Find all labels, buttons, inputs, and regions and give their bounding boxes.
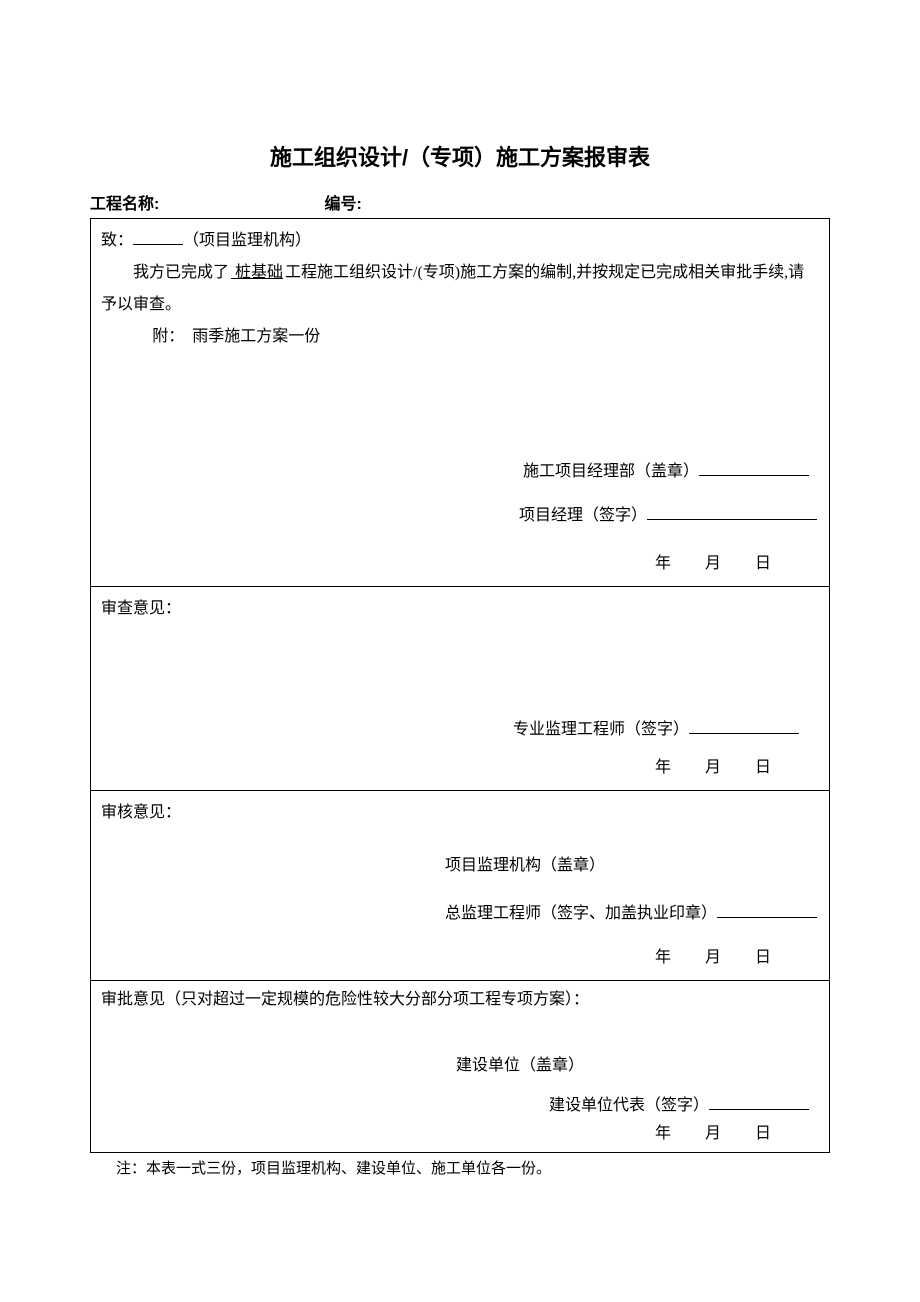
section-review: 审查意见： 专业监理工程师（签字） 年 月 日 <box>91 587 830 791</box>
dept-stamp-blank[interactable] <box>699 475 809 476</box>
supervision-org-line: 项目监理机构（盖章） <box>91 850 829 882</box>
date-month: 月 <box>705 555 723 572</box>
review-heading: 审查意见： <box>101 593 819 625</box>
header-row: 工程名称: 编号: <box>90 190 830 214</box>
body-underlined: 桩基础 <box>229 264 285 281</box>
date-day: 日 <box>755 555 773 572</box>
manager-sign-label: 项目经理（签字） <box>519 507 647 524</box>
date-year: 年 <box>655 555 673 572</box>
audit-heading: 审核意见： <box>101 797 819 829</box>
owner-rep-label: 建设单位代表（签字） <box>549 1097 709 1114</box>
owner-stamp-label: 建设单位（盖章） <box>456 1057 584 1074</box>
section2-date: 年月日 <box>639 752 789 784</box>
date-day: 日 <box>755 1125 773 1142</box>
to-line: 致： （项目监理机构） <box>101 225 819 257</box>
owner-rep-blank[interactable] <box>709 1109 809 1110</box>
engineer-sign-blank[interactable] <box>689 733 799 734</box>
date-month: 月 <box>705 949 723 966</box>
dept-stamp-label: 施工项目经理部（盖章） <box>523 463 699 480</box>
date-month: 月 <box>705 1125 723 1142</box>
date-year: 年 <box>655 949 673 966</box>
document-page: 施工组织设计/（专项）施工方案报审表 工程名称: 编号: 致： （项目监理机构） … <box>0 0 920 1238</box>
supervision-org-label: 项目监理机构（盖章） <box>445 857 605 874</box>
section3-date: 年月日 <box>639 942 789 974</box>
to-suffix: （项目监理机构） <box>183 232 311 249</box>
footnote: 注：本表一式三份，项目监理机构、建设单位、施工单位各一份。 <box>90 1153 830 1178</box>
date-day: 日 <box>755 949 773 966</box>
manager-sign-blank[interactable] <box>647 519 817 520</box>
date-year: 年 <box>655 759 673 776</box>
body-prefix: 我方已完成了 <box>133 264 229 281</box>
dept-stamp-line: 施工项目经理部（盖章） <box>523 456 809 488</box>
to-prefix: 致： <box>101 232 133 249</box>
chief-engineer-line: 总监理工程师（签字、加盖执业印章） <box>445 898 817 930</box>
chief-engineer-label: 总监理工程师（签字、加盖执业印章） <box>445 905 717 922</box>
date-year: 年 <box>655 1125 673 1142</box>
section-submission: 致： （项目监理机构） 我方已完成了 桩基础工程施工组织设计/(专项)施工方案的编… <box>91 219 830 587</box>
section-approval: 审批意见（只对超过一定规模的危险性较大分部分项工程专项方案）： 建设单位（盖章）… <box>91 981 830 1153</box>
chief-engineer-blank[interactable] <box>717 917 817 918</box>
attach-content: 雨季施工方案一份 <box>192 328 320 345</box>
number-label: 编号: <box>324 190 361 214</box>
document-title: 施工组织设计/（专项）施工方案报审表 <box>90 140 830 172</box>
date-day: 日 <box>755 759 773 776</box>
manager-sign-line: 项目经理（签字） <box>519 500 817 532</box>
owner-stamp-line: 建设单位（盖章） <box>91 1050 829 1082</box>
attach-label: 附： <box>152 328 184 345</box>
body-text: 我方已完成了 桩基础工程施工组织设计/(专项)施工方案的编制,并按规定已完成相关… <box>101 257 819 321</box>
section1-date: 年月日 <box>639 548 789 580</box>
date-month: 月 <box>705 759 723 776</box>
form-table: 致： （项目监理机构） 我方已完成了 桩基础工程施工组织设计/(专项)施工方案的编… <box>90 218 830 1153</box>
approval-heading: 审批意见（只对超过一定规模的危险性较大分部分项工程专项方案）： <box>101 987 819 1013</box>
to-blank[interactable] <box>133 227 183 245</box>
engineer-sign-line: 专业监理工程师（签字） <box>513 714 799 746</box>
section4-date: 年月日 <box>639 1118 789 1150</box>
engineer-sign-label: 专业监理工程师（签字） <box>513 721 689 738</box>
project-name-label: 工程名称: <box>90 190 320 214</box>
section-audit: 审核意见： 项目监理机构（盖章） 总监理工程师（签字、加盖执业印章） 年 月 日 <box>91 791 830 981</box>
attachment-line: 附： 雨季施工方案一份 <box>101 321 819 353</box>
